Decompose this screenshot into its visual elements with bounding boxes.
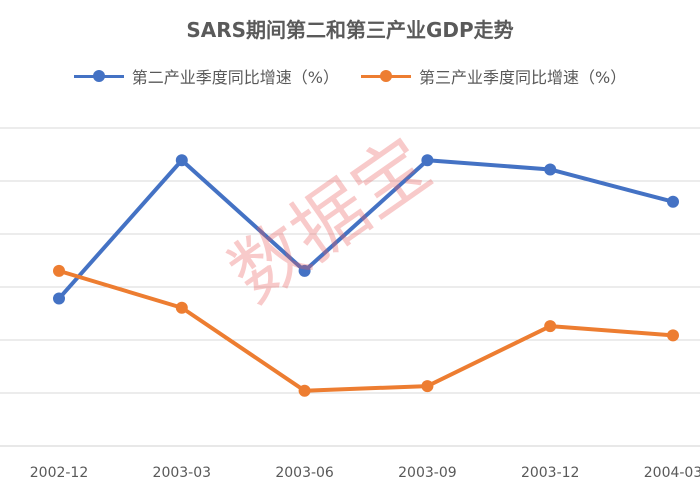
series-1-point bbox=[544, 163, 557, 176]
legend-item-series-2: 第三产业季度同比增速（%） bbox=[361, 64, 626, 88]
legend-item-series-1: 第二产业季度同比增速（%） bbox=[73, 64, 339, 88]
series-line-1 bbox=[57, 158, 675, 301]
legend-swatch-series-1 bbox=[73, 70, 124, 82]
legend-label-series-1: 第二产业季度同比增速（%） bbox=[131, 68, 339, 87]
legend-swatch-series-2 bbox=[361, 70, 411, 82]
chart-legend: 第二产业季度同比增速（%） 第三产业季度同比增速（%） bbox=[0, 64, 700, 88]
series-2-point bbox=[421, 380, 434, 393]
series-2-point bbox=[298, 384, 311, 397]
chart-title: SARS期间第二和第三产业GDP走势 bbox=[186, 18, 514, 42]
series-2-point bbox=[175, 301, 188, 314]
series-2-point bbox=[544, 320, 557, 333]
series-1-point bbox=[667, 195, 679, 208]
x-tick-label: 2004-03 bbox=[644, 465, 700, 481]
series-2-point bbox=[667, 329, 679, 342]
x-tick-label: 2003-03 bbox=[153, 465, 212, 481]
series-1-point bbox=[175, 154, 188, 167]
series-1-point bbox=[421, 154, 434, 167]
x-tick-label: 2003-06 bbox=[275, 465, 334, 481]
series-2-point bbox=[53, 264, 65, 277]
x-tick-label: 2002-12 bbox=[30, 465, 89, 481]
series-1-point bbox=[53, 292, 65, 305]
series-1-point bbox=[298, 264, 311, 277]
x-tick-label: 2003-09 bbox=[398, 465, 457, 481]
series-line-2 bbox=[57, 268, 675, 393]
x-tick-label: 2003-12 bbox=[521, 465, 580, 481]
legend-label-series-2: 第三产业季度同比增速（%） bbox=[419, 68, 627, 87]
